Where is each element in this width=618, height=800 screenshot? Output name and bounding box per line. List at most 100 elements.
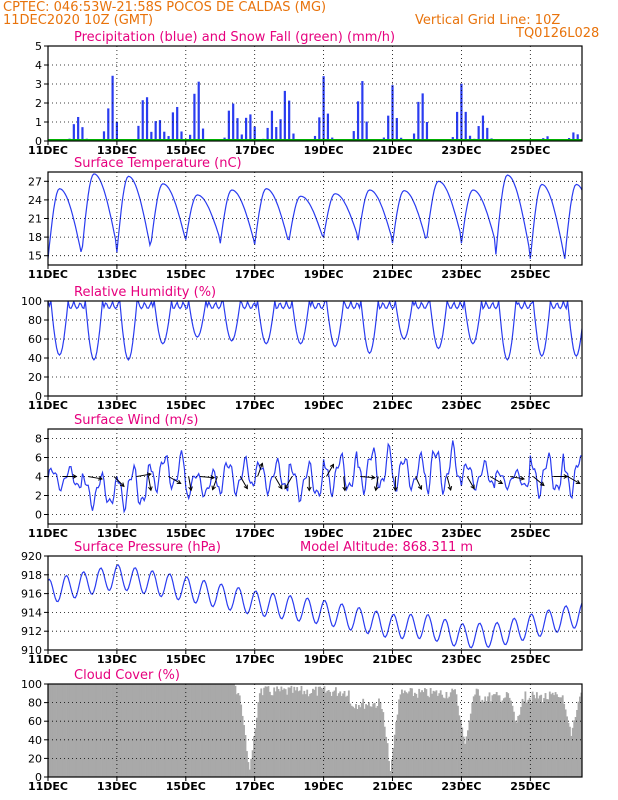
cloud-cover-bar [279, 691, 281, 777]
x-tick-label: 15DEC [166, 399, 206, 412]
cloud-cover-bar [62, 684, 65, 777]
cloud-cover-bar [504, 697, 507, 777]
cloud-cover-bar [568, 726, 571, 777]
y-tick-label: 100 [21, 678, 42, 691]
wind-arrow [274, 476, 283, 489]
cloud-cover-bar [474, 694, 477, 777]
cloud-cover-bar [214, 684, 217, 777]
wind-arrowhead [306, 486, 312, 492]
cloud-cover-bar [571, 727, 574, 777]
cloud-cover-bar [116, 684, 119, 777]
cloud-cover-bar [174, 684, 177, 777]
cloud-cover-bar [289, 687, 291, 777]
x-tick-label: 13DEC [97, 527, 137, 540]
cloud-cover-bar [448, 696, 451, 777]
cloud-cover-bar [184, 684, 187, 777]
precip-bar [352, 131, 355, 141]
cloud-cover-bar [109, 684, 112, 777]
cloud-cover-bar [347, 690, 350, 777]
cloud-cover-bar [123, 684, 126, 777]
cloud-cover-bar [449, 692, 452, 777]
cloud-cover-bar [547, 699, 550, 777]
cloud-cover-bar [152, 684, 155, 777]
cloud-cover-bar [63, 684, 66, 777]
cloud-cover-bar [263, 687, 266, 777]
cloud-cover-bar [475, 688, 478, 777]
x-tick-label: 15DEC [166, 527, 206, 540]
cloud-cover-bar [488, 692, 491, 777]
wind-arrow [284, 476, 293, 489]
y-tick-label: 21 [28, 213, 42, 226]
cloud-cover-bar [99, 684, 102, 777]
wind-arrow [168, 476, 181, 484]
cloud-cover-bar [208, 684, 211, 777]
cloud-cover-bar [399, 694, 402, 777]
cloud-cover-bar [98, 684, 100, 777]
cloud-cover-bar [281, 689, 284, 777]
y-tick-label: 0 [35, 771, 42, 784]
x-tick-label: 15DEC [166, 144, 206, 157]
cloud-cover-bar [332, 691, 334, 777]
y-tick-label: 40 [28, 352, 42, 365]
cloud-cover-bar [92, 684, 95, 777]
cloud-cover-bar [313, 689, 316, 777]
cloud-cover-bar [428, 697, 431, 777]
cloud-cover-bar [86, 684, 89, 777]
precip-bar [356, 101, 360, 141]
cloud-cover-bar [426, 695, 429, 777]
precip-bar [115, 121, 119, 141]
cloud-cover-bar [419, 692, 422, 777]
cloud-cover-bar [524, 691, 527, 777]
cloud-cover-bar [144, 684, 146, 777]
cloud-cover-bar [188, 684, 191, 777]
cloud-cover-bar [452, 690, 455, 777]
wind-arrow [567, 476, 581, 484]
cloud-cover-bar [280, 686, 283, 777]
cloud-cover-bar [218, 684, 221, 777]
cloud-cover-bar [256, 717, 258, 777]
cloud-cover-bar [155, 684, 158, 777]
y-tick-label: 2 [35, 490, 42, 503]
cloud-cover-bar [126, 684, 129, 777]
cloud-cover-bar [415, 693, 418, 777]
x-tick-label: 19DEC [304, 527, 344, 540]
cloud-cover-bar [254, 728, 257, 777]
wind-arrowhead [210, 475, 216, 480]
precip-bar [111, 75, 114, 141]
x-tick-label: 25DEC [510, 527, 550, 540]
cloud-cover-bar [434, 691, 436, 777]
cloud-cover-bar [165, 684, 168, 777]
cloud-cover-bar [445, 691, 448, 777]
cloud-cover-bar [472, 696, 475, 777]
cloud-cover-bar [57, 684, 60, 777]
cloud-cover-bar [498, 695, 501, 777]
cloud-cover-bar [560, 697, 563, 777]
y-tick-label: 6 [35, 452, 42, 465]
cloud-cover-bar [431, 693, 434, 777]
cloud-cover-bar [484, 696, 487, 777]
model-altitude-note: Model Altitude: 868.311 m [300, 540, 473, 555]
cloud-cover-bar [201, 684, 204, 777]
cloud-cover-bar [53, 684, 56, 777]
cloud-cover-bar [66, 684, 69, 777]
cloud-cover-bar [59, 684, 62, 777]
cloud-cover-bar [352, 706, 355, 777]
cloud-cover-bar [530, 701, 533, 777]
wind-arrowhead [417, 485, 423, 491]
cloud-cover-bar [459, 720, 462, 777]
x-tick-label: 23DEC [441, 144, 481, 157]
cloud-cover-bar [501, 700, 504, 777]
cloud-cover-bar [326, 690, 329, 777]
cloud-cover-bar [136, 684, 139, 777]
precip-bar [412, 133, 416, 141]
y-tick-label: 80 [28, 697, 42, 710]
cloud-cover-bar [161, 684, 164, 777]
wind-arrowhead [520, 476, 526, 481]
cloud-cover-bar [543, 698, 545, 777]
cloud-cover-bar [154, 684, 156, 777]
cloud-cover-bar [369, 706, 372, 777]
precip-bar [361, 81, 364, 141]
cloud-cover-bar [60, 684, 63, 777]
cloud-cover-bar [322, 689, 324, 777]
cloud-cover-bar [287, 687, 290, 777]
